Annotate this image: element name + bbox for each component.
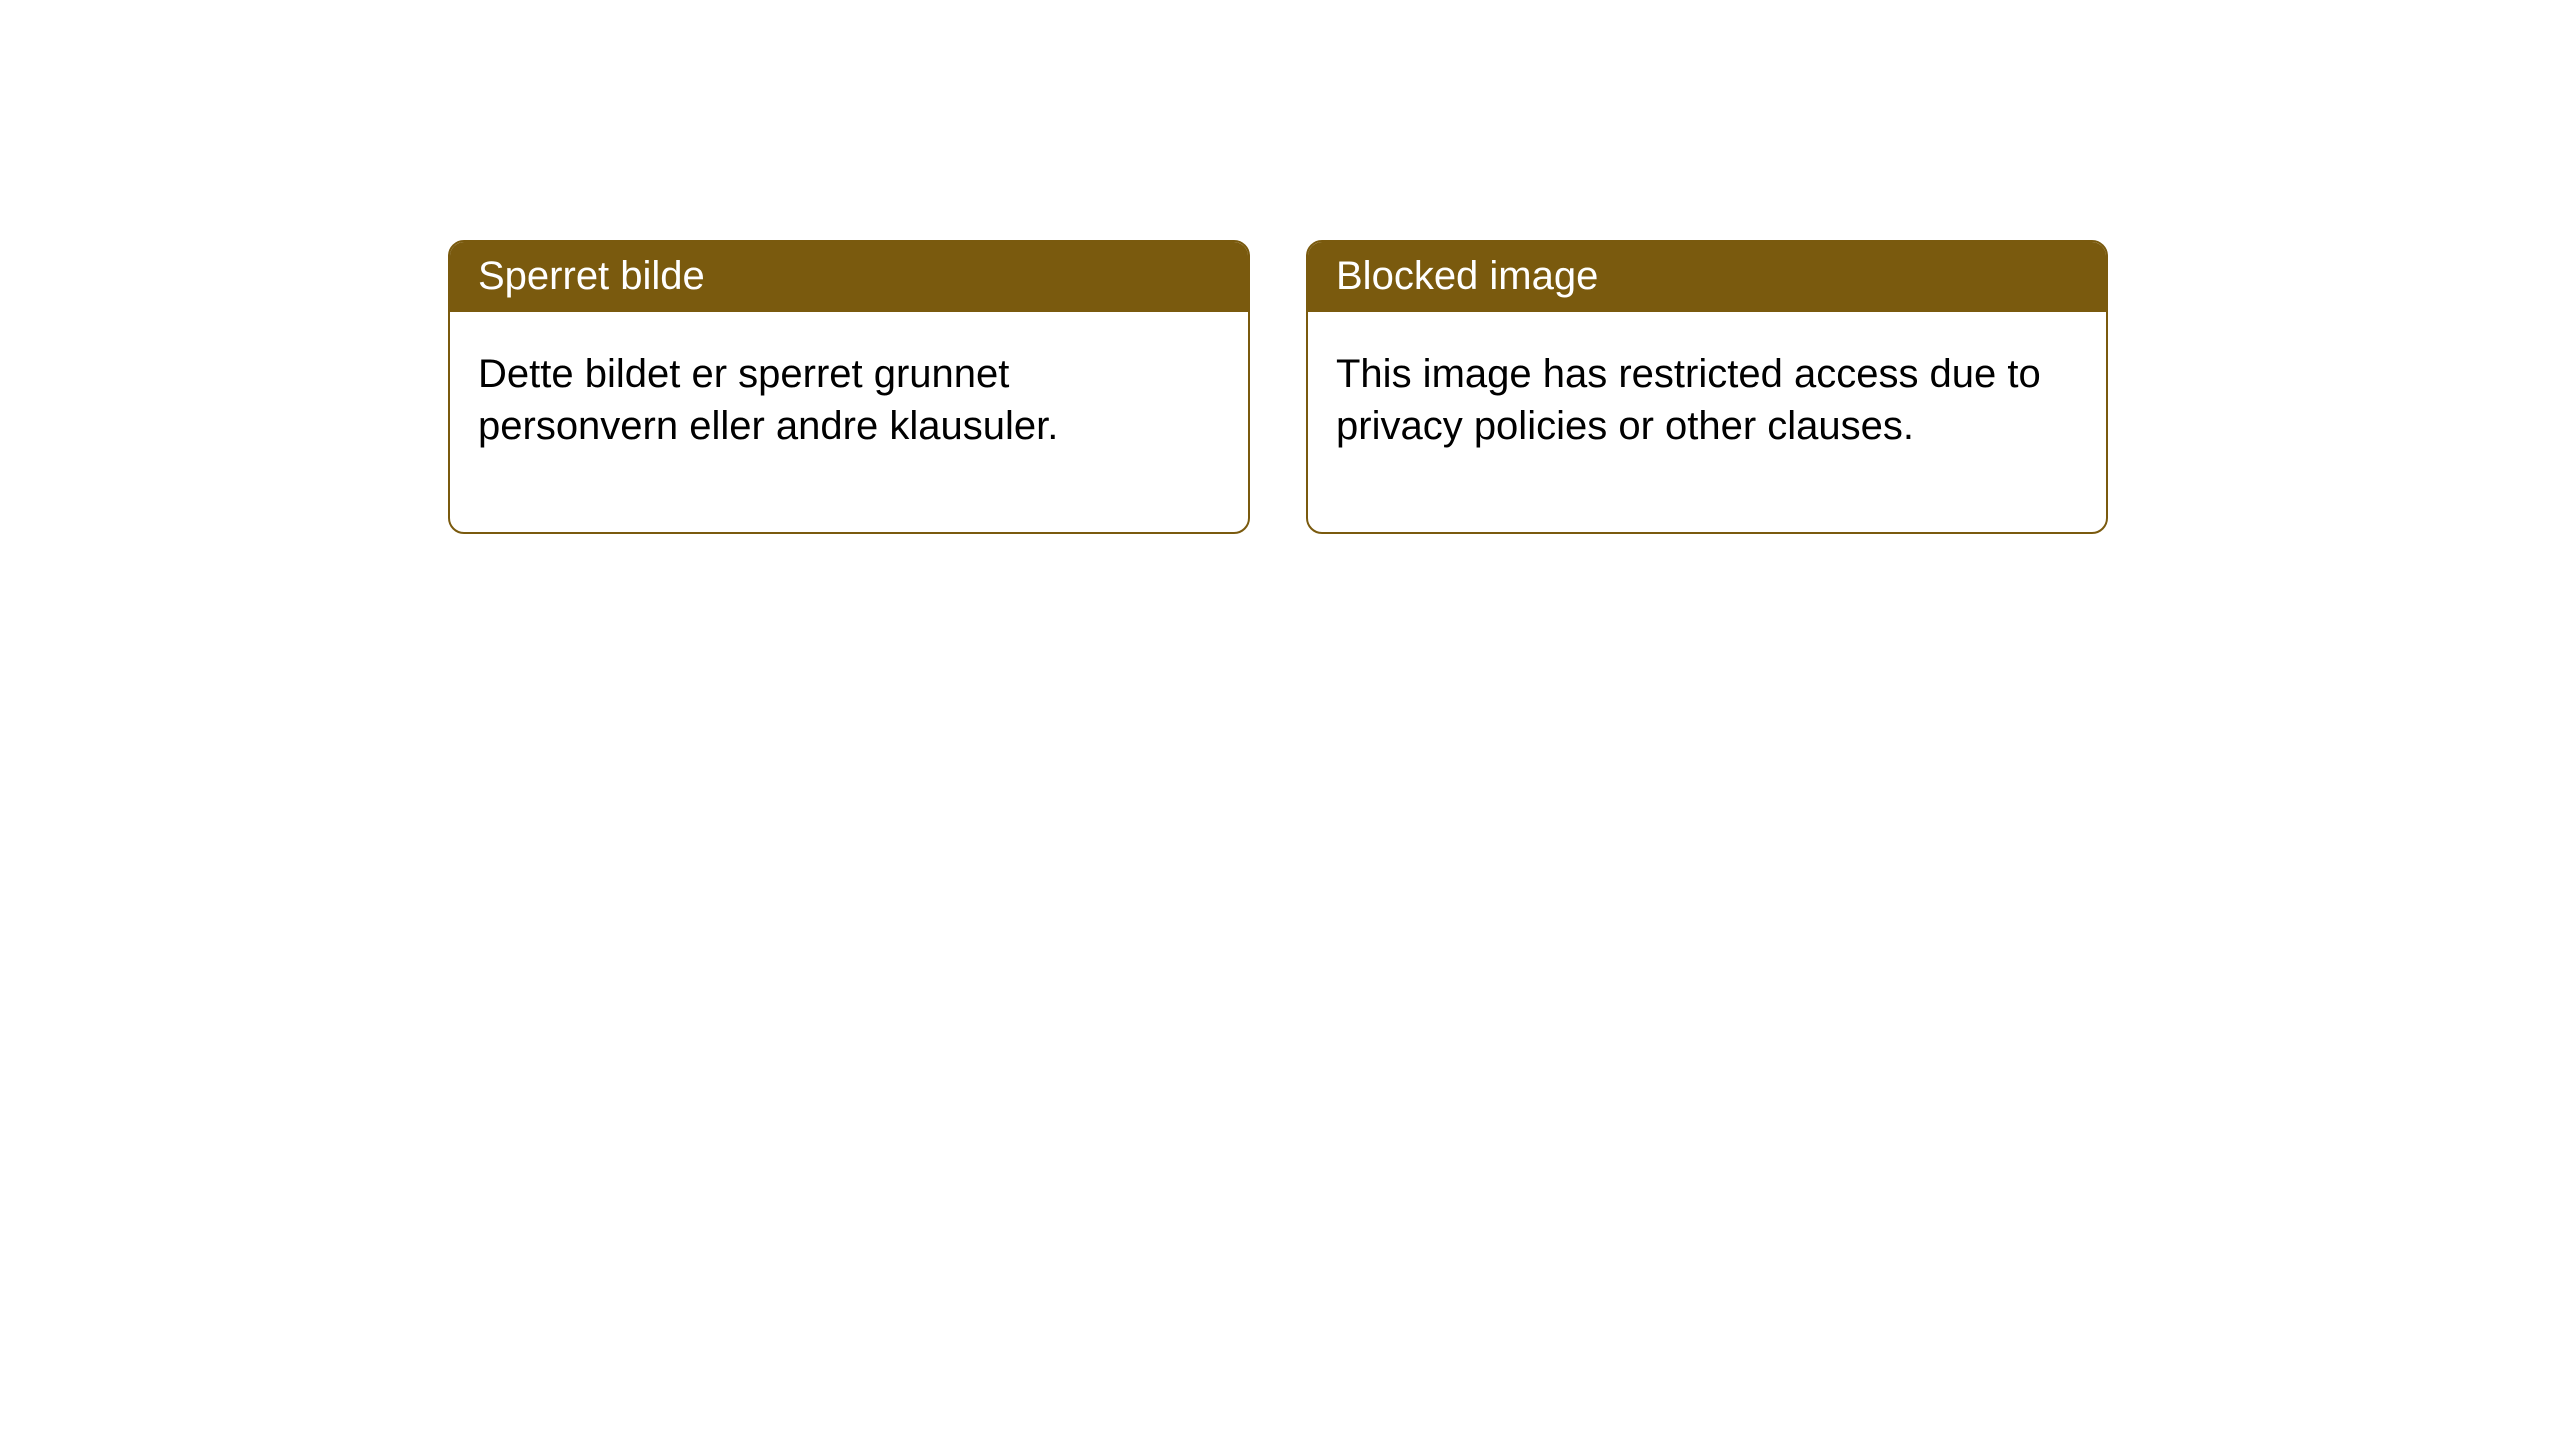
card-body-no: Dette bildet er sperret grunnet personve… [450, 312, 1248, 532]
blocked-image-card-no: Sperret bilde Dette bildet er sperret gr… [448, 240, 1250, 534]
card-header-en: Blocked image [1308, 242, 2106, 312]
card-body-en: This image has restricted access due to … [1308, 312, 2106, 532]
blocked-image-card-en: Blocked image This image has restricted … [1306, 240, 2108, 534]
card-header-no: Sperret bilde [450, 242, 1248, 312]
notice-container: Sperret bilde Dette bildet er sperret gr… [0, 0, 2560, 534]
